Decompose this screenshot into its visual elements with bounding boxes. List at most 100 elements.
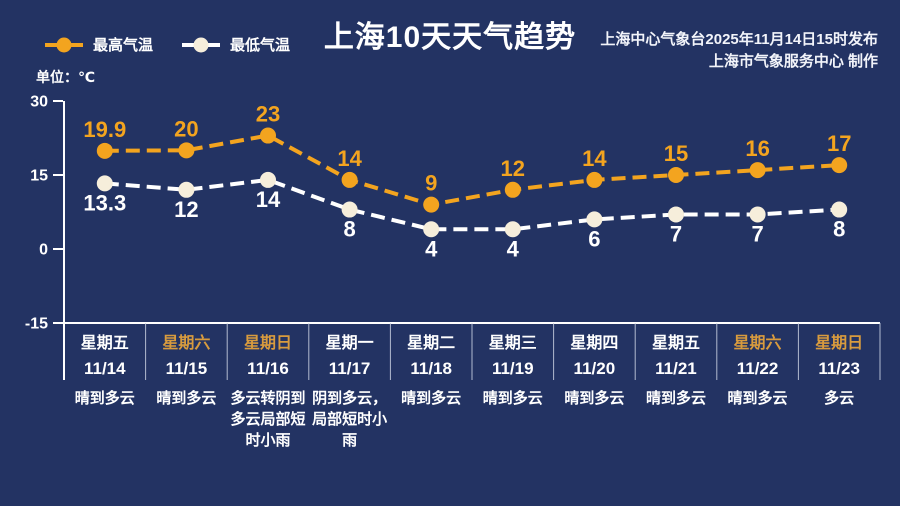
weather-label: 晴到多云 <box>401 390 462 407</box>
date-label: 11/23 <box>818 359 860 378</box>
value-label: 8 <box>343 217 355 242</box>
date-label: 11/16 <box>247 359 289 378</box>
series-point <box>260 127 276 144</box>
low-temp-legend-icon <box>182 37 221 52</box>
legend: 最高气温 最低气温 <box>44 34 290 55</box>
series-point <box>831 201 848 218</box>
series-point <box>178 142 195 159</box>
date-label: 11/17 <box>328 359 371 378</box>
series-point <box>178 181 195 198</box>
series-point <box>341 171 358 188</box>
publisher-line1: 上海中心气象台2025年11月14日15时发布 <box>600 31 878 48</box>
legend-item-low: 最低气温 <box>181 34 290 55</box>
value-label: 7 <box>751 221 763 246</box>
date-label: 11/20 <box>573 359 616 378</box>
series-point <box>831 157 848 174</box>
publisher-line2: 上海市气象服务中心 制作 <box>708 53 878 70</box>
high-temp-legend-icon <box>45 37 83 52</box>
value-label: 7 <box>670 221 682 246</box>
series-point <box>668 206 684 223</box>
series-point <box>423 196 440 213</box>
date-label: 11/19 <box>491 359 534 378</box>
weekday-label: 星期三 <box>488 335 537 352</box>
weather-label: 多云 <box>824 390 855 407</box>
weekday-label: 星期五 <box>651 335 700 352</box>
day-column: 星期五 11/14 晴到多云 <box>64 327 146 451</box>
weekday-label: 星期日 <box>815 335 864 352</box>
high-temp-legend-label: 最高气温 <box>93 37 154 54</box>
weekday-label: 星期五 <box>80 335 129 352</box>
value-label: 12 <box>174 197 198 222</box>
weather-label: 多云转阴到多云局部短时小雨 <box>230 390 306 449</box>
unit-label: 单位：℃ <box>36 69 95 85</box>
series-line-high <box>104 133 840 207</box>
date-label: 11/22 <box>736 359 779 378</box>
day-table: 星期五 11/14 晴到多云 星期六 11/15 晴到多云 星期日 11/16 多云转阴到多云局… <box>64 327 880 451</box>
series-point <box>668 167 684 183</box>
weather-label: 晴到多云 <box>564 390 625 407</box>
legend-item-high: 最高气温 <box>44 34 153 55</box>
value-label: 19.9 <box>83 117 126 142</box>
day-column: 星期三 11/19 晴到多云 <box>472 327 554 451</box>
value-label: 17 <box>827 131 851 156</box>
value-label: 23 <box>256 102 280 127</box>
value-label: 14 <box>337 146 362 171</box>
series-point <box>341 201 358 218</box>
day-column: 星期二 11/18 晴到多云 <box>390 327 472 451</box>
y-tick-label: 30 <box>30 94 48 111</box>
day-column: 星期四 11/20 晴到多云 <box>554 327 636 451</box>
value-label: 4 <box>425 236 438 261</box>
value-label: 20 <box>174 116 198 141</box>
series-point <box>586 211 603 228</box>
series-point <box>749 206 766 223</box>
weather-label: 晴到多云 <box>727 390 788 407</box>
series-point <box>749 162 766 179</box>
weekday-label: 星期四 <box>570 335 619 352</box>
weekday-label: 星期六 <box>733 335 782 352</box>
day-column: 星期一 11/17 阴到多云，局部短时小雨 <box>309 327 391 451</box>
weekday-label: 星期日 <box>243 335 292 352</box>
page-title: 上海10天天气趋势 <box>323 21 577 54</box>
value-label: 4 <box>507 236 520 261</box>
value-label: 13.3 <box>83 190 126 215</box>
weather-label: 晴到多云 <box>156 390 217 407</box>
weekday-label: 星期二 <box>407 335 456 352</box>
day-column: 星期日 11/23 多云 <box>798 327 880 451</box>
value-label: 8 <box>833 217 845 242</box>
value-label: 16 <box>745 136 769 161</box>
y-tick-label: 0 <box>39 242 48 259</box>
series-point <box>586 171 603 188</box>
date-label: 11/21 <box>655 359 697 378</box>
day-column: 星期六 11/15 晴到多云 <box>146 327 228 451</box>
value-label: 14 <box>256 187 281 212</box>
series-point <box>423 221 440 238</box>
date-label: 11/14 <box>83 359 126 378</box>
weekday-label: 星期一 <box>325 335 374 352</box>
weather-label: 阴到多云，局部短时小雨 <box>312 390 388 449</box>
day-column: 星期六 11/22 晴到多云 <box>717 327 799 451</box>
series-point <box>504 181 521 198</box>
series-line-low <box>104 177 840 232</box>
day-column: 星期日 11/16 多云转阴到多云局部短时小雨 <box>227 327 309 451</box>
value-label: 9 <box>425 171 437 196</box>
series-point <box>260 171 276 188</box>
publisher-info: 上海中心气象台2025年11月14日15时发布 上海市气象服务中心 制作 <box>600 29 878 73</box>
weather-label: 晴到多云 <box>645 390 706 407</box>
weather-label: 晴到多云 <box>74 390 135 407</box>
series-point <box>504 221 521 238</box>
value-label: 14 <box>582 146 607 171</box>
y-tick-label: -15 <box>25 316 48 333</box>
weekday-label: 星期六 <box>162 335 211 352</box>
day-column: 星期五 11/21 晴到多云 <box>635 327 717 451</box>
date-label: 11/18 <box>410 359 452 378</box>
series-point <box>96 175 113 192</box>
weather-label: 晴到多云 <box>482 390 543 407</box>
date-label: 11/15 <box>165 359 208 378</box>
value-label: 6 <box>588 226 600 251</box>
value-label: 12 <box>501 156 525 181</box>
series-point <box>96 142 113 159</box>
value-label: 15 <box>664 141 688 166</box>
low-temp-legend-label: 最低气温 <box>230 37 291 54</box>
